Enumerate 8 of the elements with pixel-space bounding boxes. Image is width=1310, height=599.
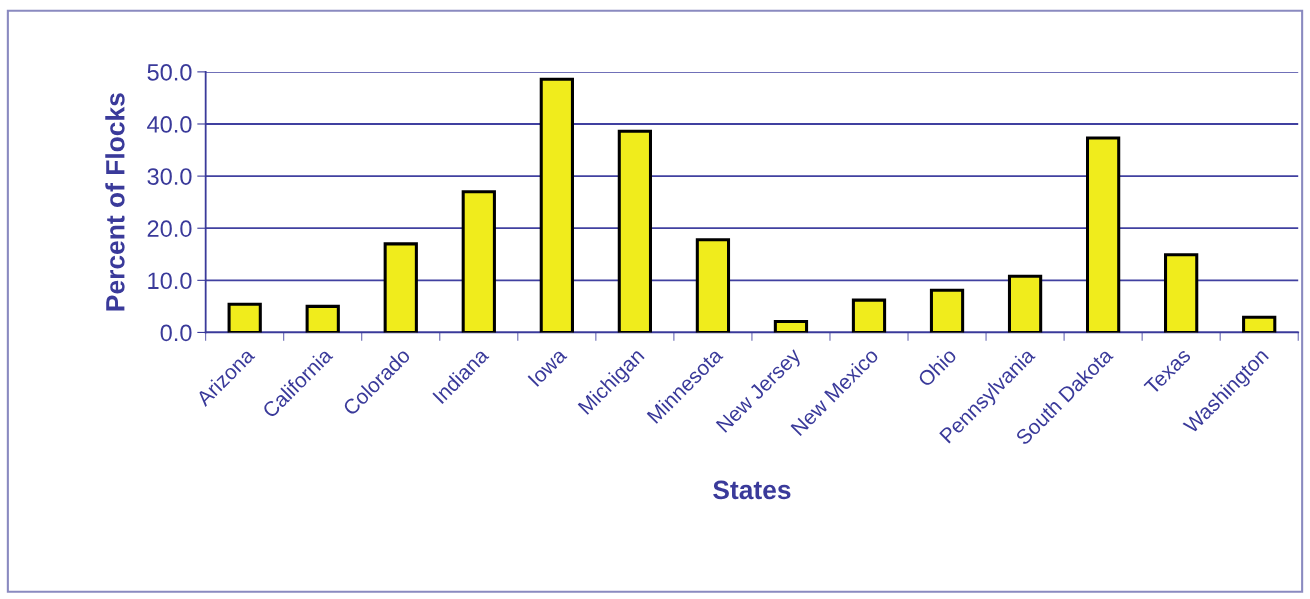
y-tick-label: 0.0 — [160, 324, 192, 342]
x-axis-title: States — [713, 480, 791, 500]
y-tick-label: 30.0 — [147, 168, 192, 185]
y-axis-title: Percent of Flocks — [105, 93, 125, 311]
y-tick-label: 10.0 — [148, 272, 192, 290]
y-tick-label: 40.0 — [147, 116, 192, 133]
y-tick-label: 20.0 — [147, 220, 192, 238]
y-tick-label: 50.0 — [147, 63, 192, 81]
